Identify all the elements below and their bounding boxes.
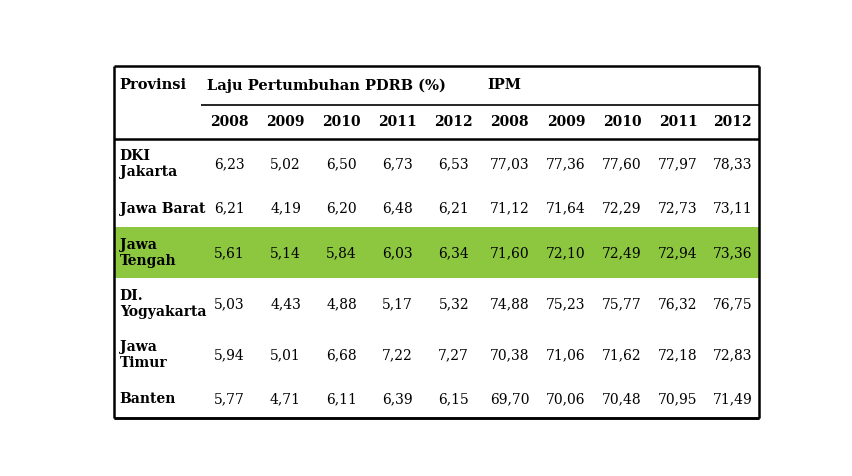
Text: 72,29: 72,29	[602, 202, 642, 216]
Text: 76,75: 76,75	[713, 297, 752, 311]
Text: 5,84: 5,84	[326, 246, 357, 260]
Text: DI.
Yogyakarta: DI. Yogyakarta	[119, 289, 206, 319]
Text: 71,62: 71,62	[602, 348, 642, 362]
Text: Jawa
Timur: Jawa Timur	[119, 340, 167, 370]
Text: 5,03: 5,03	[214, 297, 245, 311]
Text: 5,32: 5,32	[439, 297, 469, 311]
Text: 76,32: 76,32	[659, 297, 698, 311]
Text: 4,71: 4,71	[270, 392, 301, 407]
Text: 6,48: 6,48	[383, 202, 413, 216]
Text: 71,06: 71,06	[546, 348, 585, 362]
Text: 75,77: 75,77	[602, 297, 642, 311]
Text: 70,95: 70,95	[659, 392, 698, 407]
Text: 2009: 2009	[267, 115, 305, 129]
Text: Provinsi: Provinsi	[119, 79, 187, 92]
Text: 74,88: 74,88	[490, 297, 530, 311]
Text: IPM: IPM	[487, 79, 521, 92]
Text: 71,49: 71,49	[713, 392, 752, 407]
Text: 6,21: 6,21	[438, 202, 469, 216]
Text: 72,10: 72,10	[546, 246, 585, 260]
Text: 6,15: 6,15	[438, 392, 469, 407]
Text: 77,60: 77,60	[602, 157, 642, 171]
Text: 2011: 2011	[659, 115, 698, 129]
Text: 4,88: 4,88	[326, 297, 357, 311]
Text: 6,73: 6,73	[383, 157, 413, 171]
Text: 5,17: 5,17	[383, 297, 413, 311]
Text: Laju Pertumbuhan PDRB (%): Laju Pertumbuhan PDRB (%)	[207, 78, 446, 93]
Text: 6,23: 6,23	[214, 157, 245, 171]
Text: 2009: 2009	[547, 115, 585, 129]
Text: 4,43: 4,43	[270, 297, 301, 311]
Text: 6,68: 6,68	[326, 348, 357, 362]
Text: 2008: 2008	[491, 115, 529, 129]
Text: 2011: 2011	[378, 115, 417, 129]
Text: 5,61: 5,61	[214, 246, 245, 260]
Text: 5,94: 5,94	[214, 348, 245, 362]
Text: 6,21: 6,21	[214, 202, 245, 216]
Text: 6,03: 6,03	[383, 246, 413, 260]
Text: 5,01: 5,01	[270, 348, 301, 362]
Bar	[114, 228, 759, 278]
Text: 6,11: 6,11	[326, 392, 357, 407]
Text: 78,33: 78,33	[713, 157, 752, 171]
Text: 69,70: 69,70	[490, 392, 530, 407]
Text: 5,77: 5,77	[214, 392, 245, 407]
Text: 6,34: 6,34	[438, 246, 469, 260]
Text: 2012: 2012	[713, 115, 752, 129]
Text: DKI
Jakarta: DKI Jakarta	[119, 149, 177, 179]
Text: 72,18: 72,18	[659, 348, 698, 362]
Text: 71,12: 71,12	[490, 202, 530, 216]
Text: 6,53: 6,53	[439, 157, 469, 171]
Text: 5,14: 5,14	[270, 246, 301, 260]
Text: 6,39: 6,39	[383, 392, 413, 407]
Text: 75,23: 75,23	[546, 297, 585, 311]
Text: 5,02: 5,02	[270, 157, 301, 171]
Text: 77,36: 77,36	[546, 157, 585, 171]
Text: 6,20: 6,20	[326, 202, 357, 216]
Text: 4,19: 4,19	[270, 202, 301, 216]
Text: Jawa Barat: Jawa Barat	[119, 202, 205, 216]
Text: 2012: 2012	[435, 115, 473, 129]
Text: Jawa
Tengah: Jawa Tengah	[119, 238, 176, 268]
Text: 7,27: 7,27	[438, 348, 469, 362]
Text: 72,83: 72,83	[713, 348, 752, 362]
Text: 70,38: 70,38	[490, 348, 530, 362]
Text: 2008: 2008	[210, 115, 249, 129]
Text: 70,06: 70,06	[546, 392, 585, 407]
Text: 71,64: 71,64	[546, 202, 585, 216]
Text: 71,60: 71,60	[490, 246, 530, 260]
Text: 77,03: 77,03	[490, 157, 530, 171]
Text: 70,48: 70,48	[602, 392, 642, 407]
Text: 2010: 2010	[602, 115, 642, 129]
Text: 73,36: 73,36	[713, 246, 752, 260]
Text: 7,22: 7,22	[383, 348, 413, 362]
Text: 73,11: 73,11	[713, 202, 752, 216]
Text: 72,73: 72,73	[659, 202, 698, 216]
Text: 2010: 2010	[322, 115, 361, 129]
Text: 6,50: 6,50	[326, 157, 357, 171]
Text: 77,97: 77,97	[658, 157, 698, 171]
Text: 72,49: 72,49	[602, 246, 642, 260]
Text: Banten: Banten	[119, 392, 176, 407]
Text: 72,94: 72,94	[659, 246, 698, 260]
